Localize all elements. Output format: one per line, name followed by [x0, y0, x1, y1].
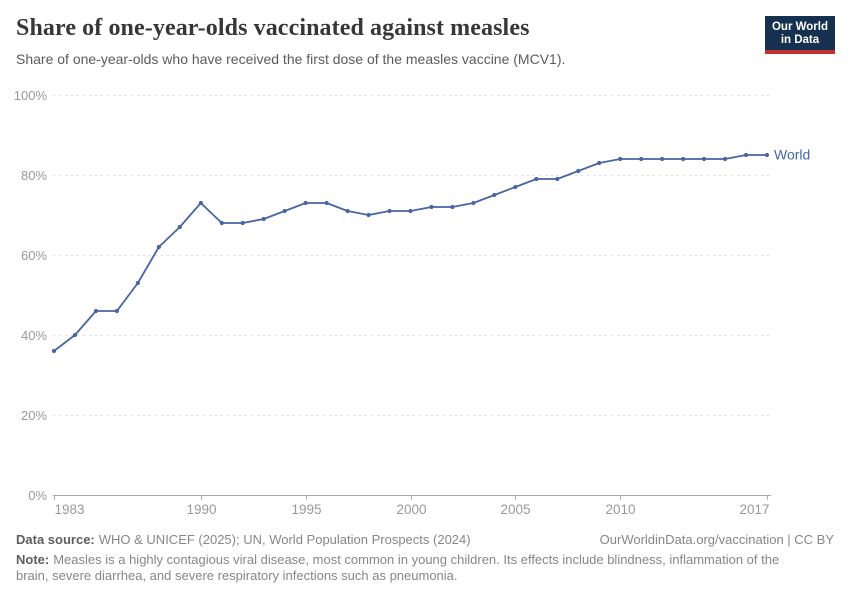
data-point[interactable]	[513, 184, 518, 190]
x-tick-label: 1983	[55, 502, 85, 517]
x-tick-label: 2000	[396, 502, 426, 517]
y-tick-label: 40%	[21, 328, 47, 343]
owid-logo[interactable]: Our World in Data	[764, 16, 835, 54]
data-point[interactable]	[722, 156, 728, 162]
chart-subtitle: Share of one-year-olds who have received…	[16, 51, 566, 67]
chart-note: Note: Measles is a highly contagious vira…	[16, 552, 812, 583]
data-point[interactable]	[324, 200, 329, 206]
x-tick-label: 1995	[291, 502, 321, 517]
chart-title: Share of one-year-olds vaccinated agains…	[16, 15, 530, 41]
data-point[interactable]	[639, 156, 644, 162]
data-point[interactable]	[764, 152, 770, 158]
data-point[interactable]	[219, 220, 224, 226]
y-tick-label: 80%	[21, 168, 47, 183]
x-tick-label: 2017	[739, 502, 769, 517]
data-point[interactable]	[701, 156, 707, 162]
data-source-text: WHO & UNICEF (2025); UN, World Populatio…	[98, 532, 471, 547]
footer-source-row: Data source: WHO & UNICEF (2025); UN, Wor…	[16, 532, 834, 547]
data-point[interactable]	[240, 220, 245, 226]
data-point[interactable]	[555, 176, 560, 182]
y-tick-label: 60%	[21, 248, 47, 263]
data-point[interactable]	[51, 348, 57, 354]
x-tick-label: 2005	[500, 502, 530, 517]
series-line[interactable]	[53, 154, 767, 352]
data-point[interactable]	[282, 208, 287, 214]
owid-logo-line1: Our World	[771, 21, 828, 33]
data-point[interactable]	[450, 204, 455, 210]
data-point[interactable]	[177, 224, 182, 230]
data-point[interactable]	[408, 208, 413, 214]
footer-link[interactable]: OurWorldinData.org/vaccination | CC BY	[599, 532, 834, 547]
x-tick-label: 2010	[605, 502, 635, 517]
data-point[interactable]	[261, 216, 266, 222]
y-tick-label: 0%	[28, 488, 47, 503]
data-point[interactable]	[366, 212, 371, 218]
data-point[interactable]	[618, 156, 623, 162]
data-point[interactable]	[303, 200, 308, 206]
data-point[interactable]	[471, 200, 476, 206]
data-point[interactable]	[743, 152, 749, 158]
y-tick-label: 100%	[14, 88, 48, 103]
note-text: Measles is a highly contagious viral dis…	[16, 552, 780, 583]
data-point[interactable]	[534, 176, 539, 182]
y-tick-label: 20%	[21, 408, 47, 423]
data-point[interactable]	[597, 160, 602, 166]
data-point[interactable]	[135, 280, 140, 286]
series-group-world[interactable]: World	[51, 147, 810, 354]
x-axis-group: 1983 1990 1995 2000 2005 2010 2017	[54, 495, 770, 517]
series-end-label[interactable]: World	[774, 147, 810, 163]
x-tick-label: 1990	[186, 502, 216, 517]
data-point[interactable]	[387, 208, 392, 214]
data-point[interactable]	[492, 192, 497, 198]
data-point[interactable]	[93, 308, 99, 314]
data-point[interactable]	[576, 168, 581, 174]
data-source-label: Data source:	[16, 532, 95, 547]
owid-logo-line2: in Data	[780, 34, 820, 46]
data-point[interactable]	[114, 308, 120, 314]
data-point[interactable]	[72, 332, 78, 338]
data-point[interactable]	[198, 200, 203, 206]
data-point[interactable]	[156, 244, 161, 250]
data-point[interactable]	[681, 156, 686, 162]
data-point[interactable]	[660, 156, 665, 162]
note-label: Note:	[16, 552, 50, 567]
data-point[interactable]	[345, 208, 350, 214]
gridlines-group: 0% 20% 40% 60% 80% 100%	[14, 88, 771, 503]
data-source-line: Data source: WHO & UNICEF (2025); UN, Wor…	[16, 532, 471, 547]
data-point[interactable]	[429, 204, 434, 210]
